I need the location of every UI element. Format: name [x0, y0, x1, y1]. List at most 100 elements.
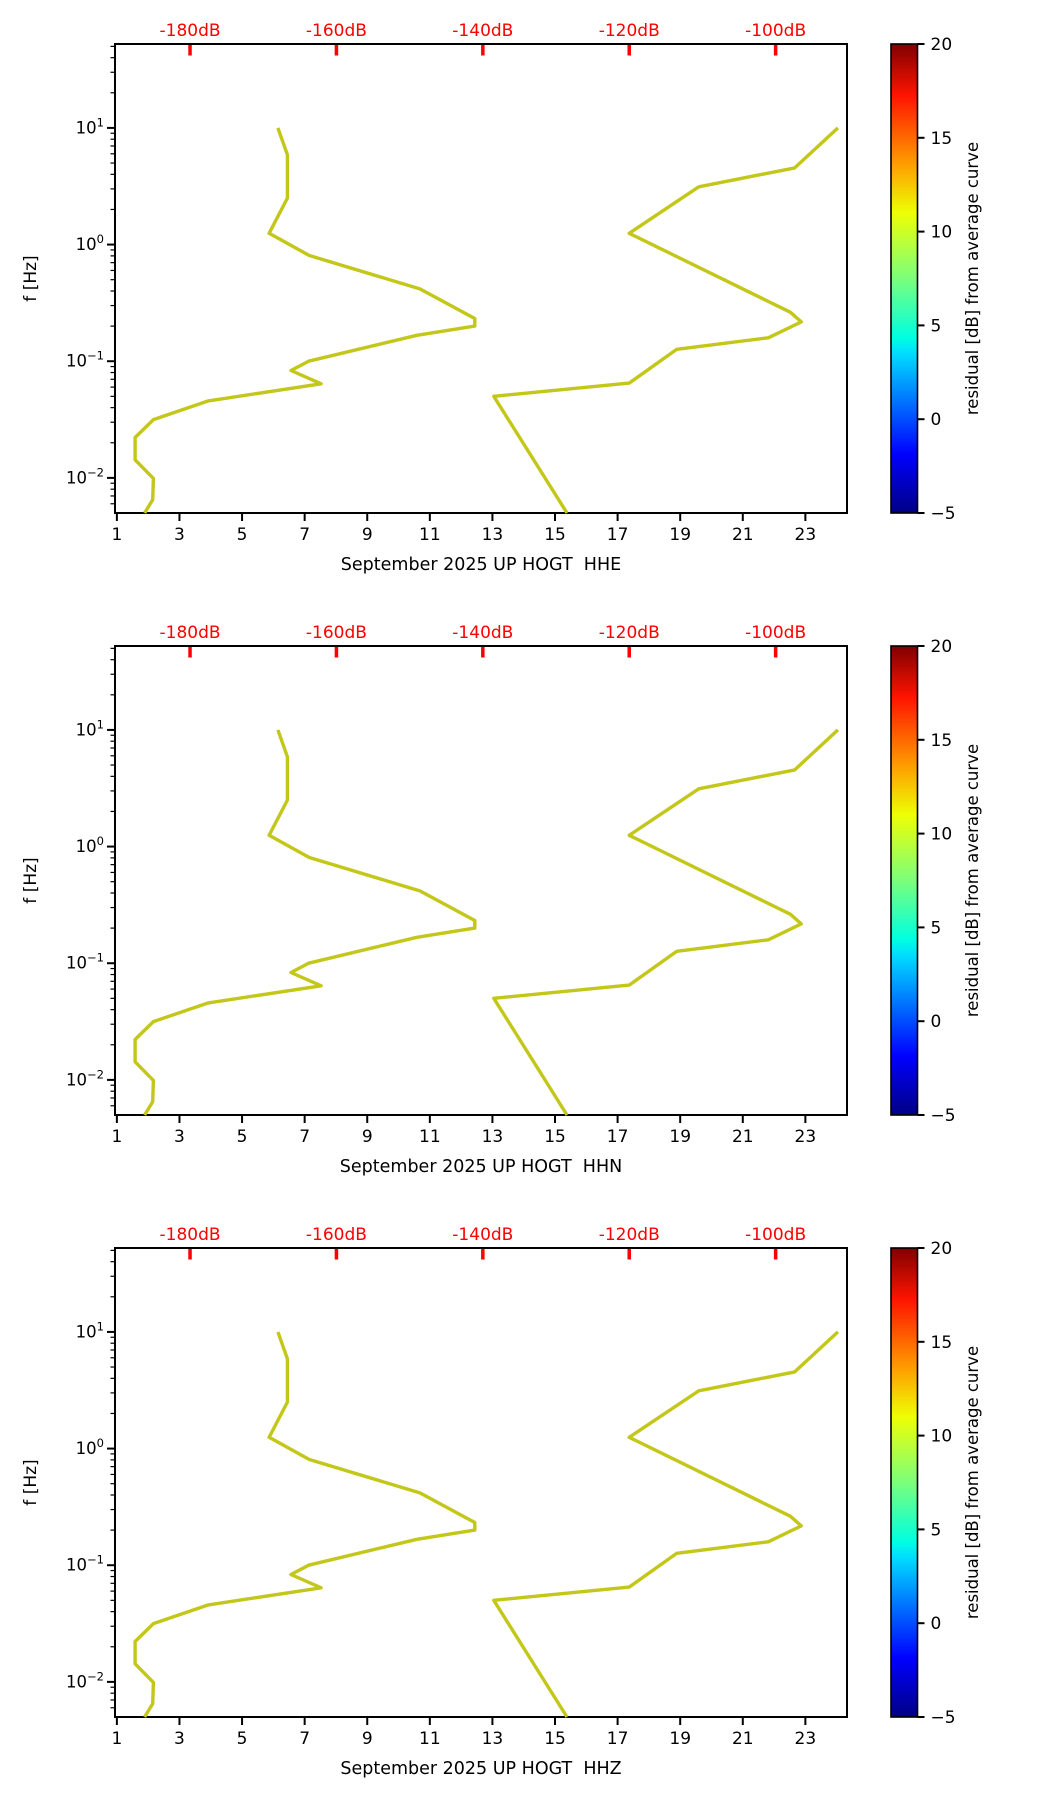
- x-tick-label: 7: [299, 1127, 310, 1147]
- x-tick-label: 15: [544, 1729, 566, 1749]
- x-tick-label: 17: [607, 1729, 629, 1749]
- colorbar-tick-label: 5: [931, 1520, 942, 1540]
- colorbar-tick-label: 5: [931, 316, 942, 336]
- x-tick-label: 5: [237, 1127, 248, 1147]
- colorbar-tick-label: 10: [931, 1427, 953, 1447]
- x-tick-label: 19: [669, 1729, 691, 1749]
- db-tick-label: -160dB: [306, 623, 367, 643]
- x-tick-label: 23: [795, 1127, 817, 1147]
- nhnm-curve: [492, 1330, 840, 1718]
- colorbar-tick-label: 5: [931, 918, 942, 938]
- x-tick-label: 3: [174, 1729, 185, 1749]
- y-tick-label: 10−2: [66, 465, 104, 487]
- x-tick-label: 15: [544, 1127, 566, 1147]
- axes-frame: [114, 1247, 848, 1718]
- x-tick-label: 13: [482, 525, 504, 545]
- y-tick-label: 10−2: [66, 1669, 104, 1691]
- colorbar-tick-label: 15: [931, 731, 953, 751]
- colorbar-tick-label: 10: [931, 825, 953, 845]
- subplot-title: September 2025 UP HOGT HHZ: [340, 1759, 621, 1779]
- x-tick-label: 7: [299, 1729, 310, 1749]
- y-tick-label: 101: [76, 115, 104, 137]
- db-tick-label: -120dB: [599, 21, 660, 41]
- db-tick-label: -140dB: [452, 1225, 513, 1245]
- colorbar-tick-label: −5: [931, 1106, 956, 1126]
- x-tick-label: 11: [419, 1729, 441, 1749]
- colorbar-tick-label: 15: [931, 129, 953, 149]
- y-tick-label: 100: [76, 834, 104, 856]
- y-tick-label: 101: [76, 717, 104, 739]
- x-tick-label: 21: [732, 1729, 754, 1749]
- x-tick-label: 13: [482, 1729, 504, 1749]
- y-tick-label: 100: [76, 1436, 104, 1458]
- y-axis-label: f [Hz]: [21, 255, 41, 301]
- colorbar-tick-label: −5: [931, 504, 956, 524]
- nhnm-curve: [492, 126, 840, 514]
- colorbar-gradient: [891, 44, 918, 513]
- db-tick-label: -160dB: [306, 21, 367, 41]
- x-tick-label: 11: [419, 1127, 441, 1147]
- db-tick-label: -140dB: [452, 21, 513, 41]
- x-tick-label: 23: [795, 525, 817, 545]
- x-tick-label: 5: [237, 1729, 248, 1749]
- nlnm-curve: [133, 127, 477, 514]
- colorbar-label: residual [dB] from average curve: [963, 1346, 982, 1619]
- colorbar-tick-label: 0: [931, 1012, 942, 1032]
- colorbar-tick-label: 10: [931, 223, 953, 243]
- subplot-title: September 2025 UP HOGT HHE: [341, 555, 621, 575]
- db-tick-label: -180dB: [160, 1225, 221, 1245]
- db-tick-label: -120dB: [599, 623, 660, 643]
- x-tick-label: 19: [669, 1127, 691, 1147]
- db-tick-label: -160dB: [306, 1225, 367, 1245]
- colorbar-tick-label: 20: [931, 35, 953, 55]
- y-tick-label: 10−1: [66, 1553, 104, 1575]
- colorbar-frame: [890, 645, 919, 1116]
- x-tick-label: 5: [237, 525, 248, 545]
- colorbar-label: residual [dB] from average curve: [963, 142, 982, 415]
- db-tick-label: -100dB: [745, 21, 806, 41]
- colorbar-tick-label: 15: [931, 1333, 953, 1353]
- x-tick-label: 13: [482, 1127, 504, 1147]
- colorbar-tick-label: 0: [931, 1614, 942, 1634]
- colorbar-frame: [890, 1247, 919, 1718]
- db-tick-label: -100dB: [745, 623, 806, 643]
- colorbar-frame: [890, 43, 919, 514]
- x-tick-label: 15: [544, 525, 566, 545]
- db-tick-label: -140dB: [452, 623, 513, 643]
- axes-frame: [114, 645, 848, 1116]
- colorbar-tick-label: −5: [931, 1708, 956, 1728]
- x-tick-label: 11: [419, 525, 441, 545]
- nhnm-curve: [492, 728, 840, 1116]
- db-tick-label: -180dB: [160, 623, 221, 643]
- colorbar-label: residual [dB] from average curve: [963, 744, 982, 1017]
- x-tick-label: 21: [732, 1127, 754, 1147]
- db-tick-label: -120dB: [599, 1225, 660, 1245]
- x-tick-label: 21: [732, 525, 754, 545]
- y-tick-label: 101: [76, 1319, 104, 1341]
- x-tick-label: 9: [362, 1729, 373, 1749]
- axes-frame: [114, 43, 848, 514]
- colorbar-gradient: [891, 1248, 918, 1717]
- x-tick-label: 3: [174, 1127, 185, 1147]
- subplot-title: September 2025 UP HOGT HHN: [340, 1157, 622, 1177]
- y-tick-label: 100: [76, 232, 104, 254]
- y-tick-label: 10−1: [66, 349, 104, 371]
- db-tick-label: -180dB: [160, 21, 221, 41]
- nlnm-curve: [133, 729, 477, 1116]
- x-tick-label: 9: [362, 1127, 373, 1147]
- x-tick-label: 19: [669, 525, 691, 545]
- x-tick-label: 23: [795, 1729, 817, 1749]
- nlnm-curve: [133, 1331, 477, 1718]
- x-tick-label: 7: [299, 525, 310, 545]
- x-tick-label: 1: [111, 525, 122, 545]
- x-tick-label: 9: [362, 525, 373, 545]
- x-tick-label: 3: [174, 525, 185, 545]
- colorbar-tick-label: 0: [931, 410, 942, 430]
- y-axis-label: f [Hz]: [21, 857, 41, 903]
- y-axis-label: f [Hz]: [21, 1459, 41, 1505]
- x-tick-label: 17: [607, 1127, 629, 1147]
